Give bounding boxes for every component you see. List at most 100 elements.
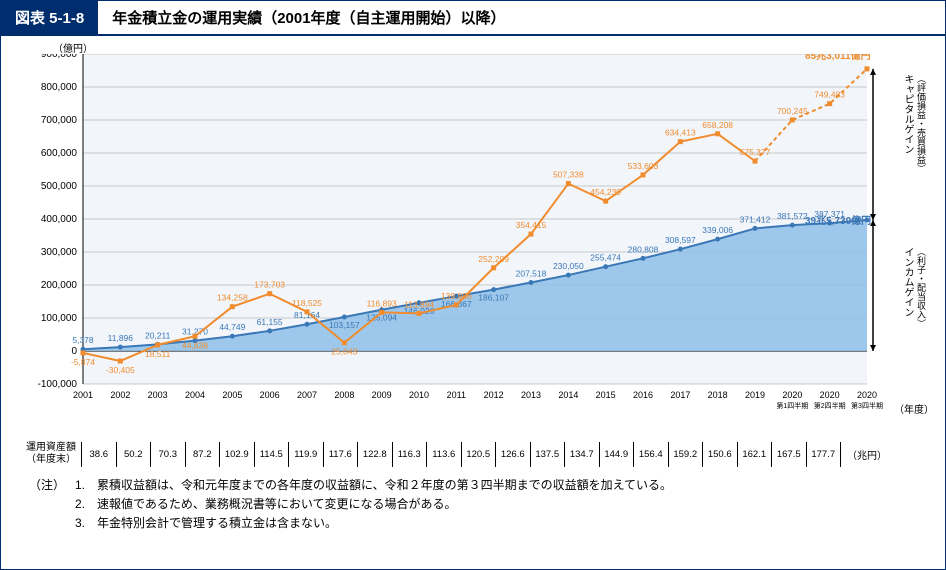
capital-data-label: 25,043: [331, 347, 357, 357]
capital-data-label: 134,258: [217, 293, 248, 303]
capital-gain-vertical-label: （評価損益・売買損益） キャピタルゲイン: [900, 74, 928, 173]
x-tick-label: 2013: [521, 390, 541, 400]
assets-cell: 38.6: [81, 442, 116, 467]
assets-cell: 119.9: [288, 442, 323, 467]
x-tick-sublabel: 第1四半期: [776, 401, 808, 410]
assets-cell: 134.7: [564, 442, 599, 467]
y-tick-label: 400,000: [41, 214, 78, 225]
x-tick-label: 2001: [73, 390, 93, 400]
x-tick-sublabel: 第2四半期: [814, 401, 846, 410]
capital-data-label: 18,511: [145, 349, 171, 359]
income-data-label: 20,211: [145, 330, 171, 340]
assets-cell: 120.5: [461, 442, 496, 467]
notes-tag: （注）: [29, 476, 75, 534]
assets-cell: 137.5: [530, 442, 565, 467]
assets-cell: 116.3: [392, 442, 427, 467]
x-tick-label: 2007: [297, 390, 317, 400]
capital-data-label: 116,893: [367, 298, 397, 308]
assets-cell: 102.9: [219, 442, 254, 467]
y-tick-label: -100,000: [38, 379, 78, 390]
assets-cell: 162.1: [737, 442, 772, 467]
income-data-label: 371,412: [740, 214, 771, 224]
chart-area: （億円） （年度） -100,0000100,000200,000300,000…: [21, 54, 925, 434]
note-item: 1. 累積収益額は、令和元年度までの各年度の収益額に、令和２年度の第３四半期まで…: [75, 476, 672, 495]
capital-data-label: -5,874: [71, 357, 95, 367]
y-tick-label: 200,000: [41, 280, 78, 291]
income-data-label: 44,749: [219, 322, 245, 332]
y-tick-label: 300,000: [41, 247, 78, 258]
capital-data-label: 44,638: [182, 340, 208, 350]
x-tick-label: 2020: [857, 390, 877, 400]
x-tick-label: 2011: [447, 390, 466, 400]
assets-row: 運用資産額 （年度末） 38.650.270.387.2102.9114.511…: [21, 440, 925, 468]
x-tick-label: 2010: [409, 390, 429, 400]
figure-header: 図表 5-1-8 年金積立金の運用実績（2001年度（自主運用開始）以降）: [1, 1, 945, 36]
notes: （注） 1. 累積収益額は、令和元年度までの各年度の収益額に、令和２年度の第３四…: [29, 476, 925, 534]
capital-data-label: 658,208: [702, 120, 733, 130]
income-data-label: 5,378: [72, 335, 94, 345]
x-tick-label: 2006: [260, 390, 280, 400]
income-data-label: 308,597: [665, 235, 696, 245]
figure-container: 図表 5-1-8 年金積立金の運用実績（2001年度（自主運用開始）以降） （億…: [0, 0, 946, 570]
x-tick-label: 2012: [484, 390, 504, 400]
capital-data-label: 354,415: [516, 220, 547, 230]
x-tick-label: 2005: [222, 390, 242, 400]
note-item: 3. 年金特別会計で管理する積立金は含まない。: [75, 514, 672, 533]
assets-cell: 50.2: [116, 442, 151, 467]
income-data-label: 381,572: [777, 211, 808, 221]
income-data-label: 11,896: [108, 333, 134, 343]
x-tick-label: 2020: [820, 390, 840, 400]
figure-title: 年金積立金の運用実績（2001年度（自主運用開始）以降）: [98, 1, 945, 34]
capital-data-label: 118,525: [292, 298, 322, 308]
assets-unit: （兆円）: [847, 447, 887, 462]
capital-data-label: 749,483: [814, 90, 845, 100]
assets-cell: 117.6: [323, 442, 358, 467]
y-tick-label: 800,000: [41, 82, 78, 93]
y-tick-label: 600,000: [41, 148, 78, 159]
x-tick-label: 2016: [633, 390, 653, 400]
income-data-label: 280,808: [628, 244, 659, 254]
chart-svg: -100,000 0 100,000 200,000 300,000 400,000 500…: [21, 54, 927, 434]
capital-data-label: 113,894: [404, 299, 434, 309]
y-tick-label: 0: [71, 346, 77, 357]
capital-data-label: -30,405: [106, 365, 135, 375]
y-tick-label: 100,000: [41, 313, 78, 324]
assets-cell: 156.4: [633, 442, 668, 467]
capital-end-label: 85兆3,011億円: [805, 54, 871, 62]
x-tick-label: 2008: [334, 390, 354, 400]
x-tick-sublabel: 第3四半期: [851, 401, 883, 410]
y-axis-unit: （億円）: [53, 40, 93, 55]
assets-cell: 113.6: [426, 442, 461, 467]
assets-cells: 38.650.270.387.2102.9114.5119.9117.6122.…: [81, 442, 841, 467]
x-tick-label: 2017: [670, 390, 690, 400]
note-item: 2. 速報値であるため、業務概況書等において変更になる場合がある。: [75, 495, 672, 514]
x-tick-label: 2004: [185, 390, 205, 400]
assets-cell: 167.5: [771, 442, 806, 467]
capital-data-label: 575,377: [740, 147, 771, 157]
y-tick-label: 900,000: [41, 54, 78, 60]
capital-data-label: 507,338: [553, 170, 584, 180]
notes-list: 1. 累積収益額は、令和元年度までの各年度の収益額に、令和２年度の第３四半期まで…: [75, 476, 672, 534]
income-data-label: 103,157: [329, 320, 360, 330]
y-tick-label: 700,000: [41, 115, 78, 126]
income-gain-vertical-label: （利子・配当収入） インカムゲイン: [900, 247, 928, 328]
capital-data-label: 454,239: [590, 187, 621, 197]
x-tick-label: 2003: [148, 390, 168, 400]
income-data-label: 255,474: [590, 253, 621, 263]
x-tick-label: 2015: [596, 390, 616, 400]
assets-cell: 114.5: [254, 442, 289, 467]
assets-cell: 126.6: [495, 442, 530, 467]
income-end-label: 39兆5,730億円: [805, 214, 871, 227]
income-data-label: 230,050: [553, 261, 584, 271]
capital-data-label: 252,209: [478, 254, 509, 264]
x-tick-label: 2014: [558, 390, 578, 400]
income-data-label: 61,155: [257, 317, 283, 327]
x-tick-label: 2018: [708, 390, 728, 400]
capital-data-label: 700,245: [777, 106, 808, 116]
assets-cell: 87.2: [185, 442, 220, 467]
x-tick-label: 2002: [110, 390, 130, 400]
y-tick-label: 500,000: [41, 181, 78, 192]
x-tick-label: 2019: [745, 390, 765, 400]
assets-cell: 150.6: [702, 442, 737, 467]
assets-cell: 70.3: [150, 442, 185, 467]
